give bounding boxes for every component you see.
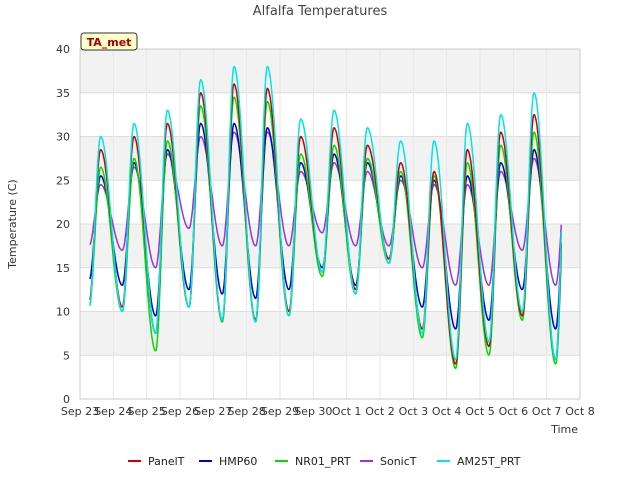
legend-item-nr01-prt: NR01_PRT: [275, 455, 351, 468]
x-tick-label: Sep 26: [161, 405, 199, 418]
x-tick-label: Sep 28: [228, 405, 266, 418]
series-line-sonict: [89, 131, 563, 286]
legend-item-am25t-prt: AM25T_PRT: [437, 455, 521, 468]
x-tick-label: Sep 30: [294, 405, 332, 418]
x-tick-label: Oct 1: [332, 405, 362, 418]
band-15-20: [80, 224, 580, 268]
legend-item-hmp60: HMP60: [199, 455, 257, 468]
badge: TA_met: [80, 32, 138, 51]
series-line-am25t-prt: [89, 65, 563, 361]
y-tick-label: 25: [56, 174, 70, 187]
y-tick-label: 35: [56, 87, 70, 100]
legend-label: SonicT: [380, 455, 417, 468]
legend-label: AM25T_PRT: [457, 455, 521, 468]
x-tick-label: Sep 29: [261, 405, 299, 418]
badge-label: TA_met: [87, 36, 132, 49]
plot-frame: [79, 48, 581, 400]
y-tick-label: 30: [56, 131, 70, 144]
y-axis-ticks: 0 5 10 15 20 25 30 35 40: [56, 43, 70, 406]
x-axis-label: Time: [550, 423, 578, 436]
x-tick-label: Oct 8: [565, 405, 595, 418]
legend-item-panelt: PanelT: [128, 455, 185, 468]
x-tick-label: Sep 25: [128, 405, 166, 418]
legend-label: PanelT: [148, 455, 185, 468]
x-tick-label: Oct 4: [432, 405, 462, 418]
chart-title: Alfalfa Temperatures: [253, 4, 388, 19]
x-tick-label: Oct 2: [365, 405, 395, 418]
x-tick-label: Sep 23: [61, 405, 99, 418]
plot-background-bands: [80, 49, 580, 356]
y-tick-label: 20: [56, 218, 70, 231]
y-axis-label: Temperature (C): [6, 179, 19, 269]
legend-label: HMP60: [219, 455, 257, 468]
y-tick-label: 5: [63, 349, 70, 362]
x-tick-label: Sep 24: [94, 405, 132, 418]
legend: PanelT HMP60 NR01_PRT SonicT AM25T_PRT: [128, 455, 521, 468]
badge-box: [80, 32, 138, 51]
band-35-40: [80, 49, 580, 93]
y-tick-label: 15: [56, 262, 70, 275]
x-tick-label: Oct 7: [532, 405, 562, 418]
legend-label: NR01_PRT: [295, 455, 351, 468]
x-tick-label: Oct 3: [399, 405, 429, 418]
y-tick-label: 0: [63, 393, 70, 406]
y-tick-label: 10: [56, 306, 70, 319]
legend-item-sonict: SonicT: [360, 455, 417, 468]
x-tick-label: Oct 6: [499, 405, 529, 418]
x-tick-label: Sep 27: [194, 405, 232, 418]
series-layer: [89, 65, 563, 370]
x-tick-label: Oct 5: [465, 405, 495, 418]
band-5-10: [80, 311, 580, 356]
y-tick-label: 40: [56, 43, 70, 56]
